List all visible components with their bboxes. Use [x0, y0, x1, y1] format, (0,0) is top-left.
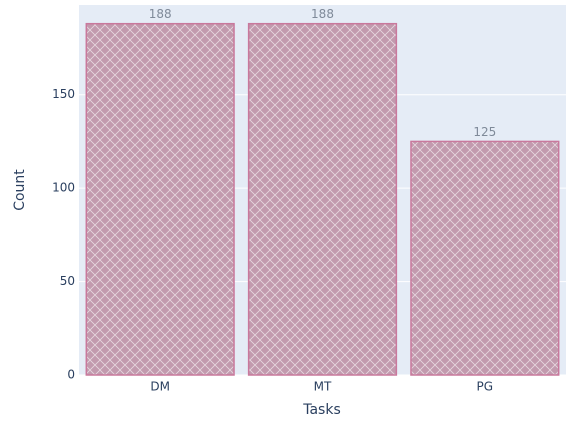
y-axis-title: Count	[12, 169, 28, 211]
x-tick-label: DM	[150, 380, 170, 394]
y-tick-label: 150	[52, 87, 75, 101]
x-tick-label: MT	[314, 380, 332, 394]
value-label: 188	[311, 7, 334, 21]
x-axis-title: Tasks	[302, 402, 341, 418]
value-label: 188	[149, 7, 172, 21]
x-tick-label: PG	[477, 380, 494, 394]
bar	[410, 140, 560, 376]
y-tick-label: 50	[60, 274, 75, 288]
y-tick-label: 100	[52, 181, 75, 195]
bar	[247, 22, 398, 376]
value-label: 125	[473, 125, 496, 139]
bar	[85, 22, 235, 376]
y-tick-label: 0	[67, 368, 75, 382]
